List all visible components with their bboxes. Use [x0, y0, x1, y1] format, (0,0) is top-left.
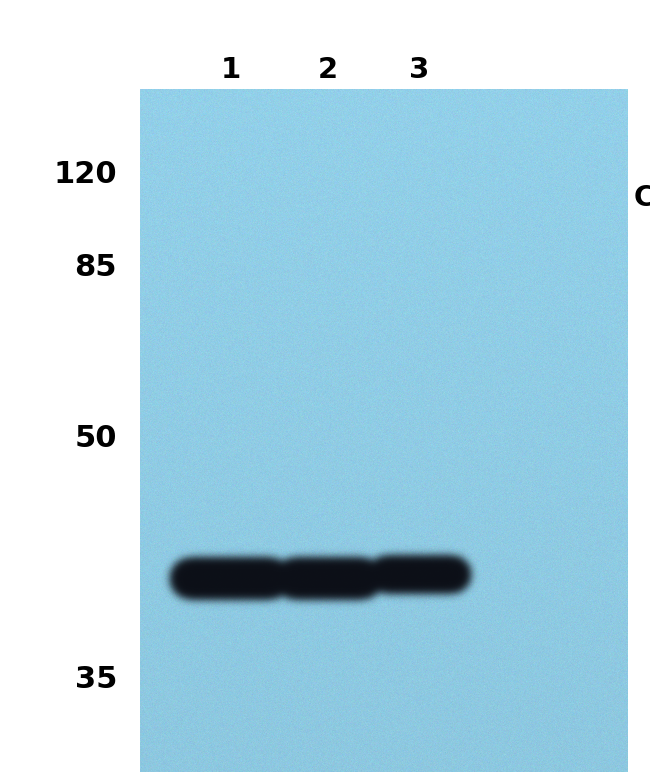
- Text: 85: 85: [75, 253, 117, 282]
- Text: 35: 35: [75, 664, 117, 694]
- Text: 3: 3: [409, 56, 430, 84]
- Text: 2: 2: [318, 56, 338, 84]
- Text: 1: 1: [220, 56, 241, 84]
- Text: 120: 120: [53, 160, 117, 189]
- Text: 50: 50: [75, 424, 117, 453]
- Text: CLCN1: CLCN1: [634, 184, 650, 212]
